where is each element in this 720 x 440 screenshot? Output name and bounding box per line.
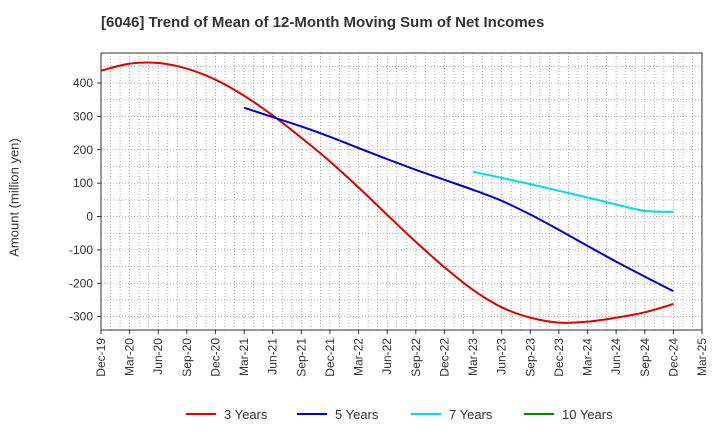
y-tick-label: -300 [69,310,93,324]
x-tick-label: Sep-24 [638,338,652,377]
x-tick-label: Sep-22 [409,338,423,377]
y-tick-label: 0 [86,210,93,224]
x-tick-label: Dec-19 [94,338,108,377]
legend-item-5-years: 5 Years [297,407,379,422]
legend-label: 10 Years [562,407,613,422]
legend-label: 5 Years [335,407,379,422]
x-tick-label: Dec-22 [437,338,451,377]
legend-label: 3 Years [224,407,268,422]
legend-label: 7 Years [449,407,493,422]
x-tick-label: Sep-23 [523,338,537,377]
y-tick-label: 300 [73,109,93,123]
x-tick-label: Jun-22 [380,338,394,375]
series-line-5-years [243,106,674,293]
y-tick-label: -100 [69,243,93,257]
plot-area [101,53,702,330]
x-tick-label: Jun-24 [609,338,623,375]
legend-item-3-years: 3 Years [186,407,268,422]
x-tick-label: Jun-21 [266,338,280,375]
y-tick-label: -200 [69,276,93,290]
x-tick-label: Mar-23 [466,338,480,376]
x-tick-label: Sep-20 [180,338,194,377]
x-tick-label: Mar-21 [237,338,251,376]
plot-frame [100,52,703,331]
legend-item-10-years: 10 Years [524,407,613,422]
y-tick-label: 200 [73,143,93,157]
x-tick-label: Jun-23 [495,338,509,375]
x-tick-label: Mar-25 [695,338,709,376]
x-tick-label: Dec-24 [666,338,680,377]
chart-title: [6046] Trend of Mean of 12-Month Moving … [101,14,545,31]
x-tick-label: Sep-21 [294,338,308,377]
x-tick-label: Jun-20 [151,338,165,375]
y-tick-label: 100 [73,176,93,190]
x-tick-label: Dec-21 [323,338,337,377]
series-line-3-years [100,61,674,324]
x-tick-label: Mar-24 [581,338,595,376]
series-line-7-years [472,170,674,213]
x-tick-label: Dec-20 [208,338,222,377]
x-tick-label: Mar-20 [123,338,137,376]
legend-item-7-years: 7 Years [411,407,493,422]
x-tick-label: Dec-23 [552,338,566,377]
y-tick-label: 400 [73,76,93,90]
x-tick-label: Mar-22 [352,338,366,376]
